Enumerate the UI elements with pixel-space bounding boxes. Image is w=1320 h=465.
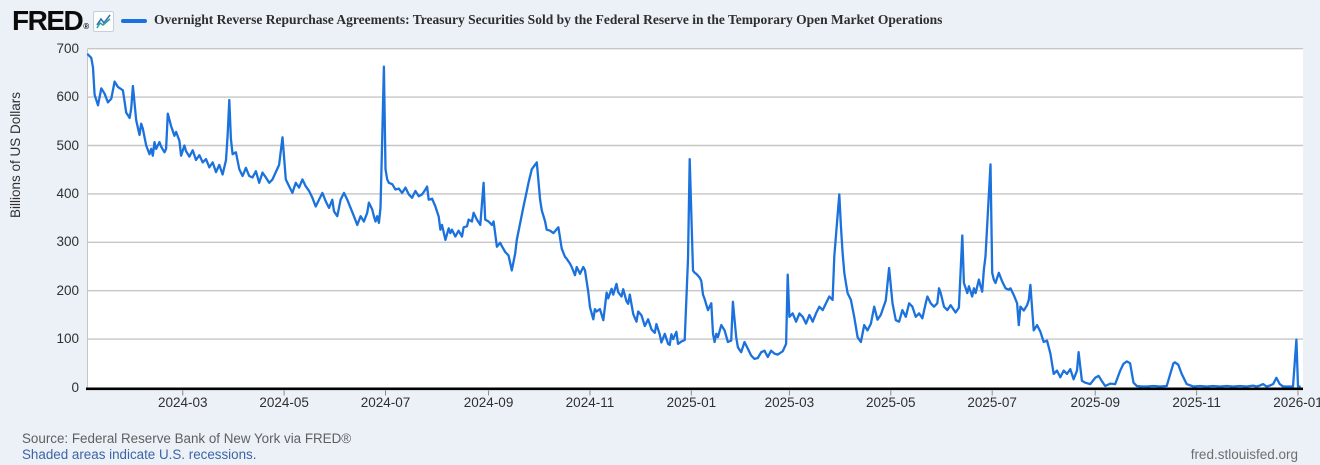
x-tick-label: 2024-05 <box>259 395 309 410</box>
x-tick-label: 2025-03 <box>764 395 815 410</box>
plot-background <box>87 48 1303 388</box>
fred-logo-text: FRED <box>12 5 84 36</box>
x-tick-label: 2024-03 <box>157 395 208 410</box>
x-tick-label: 2025-05 <box>866 395 916 410</box>
series-line <box>86 53 1301 388</box>
x-tick-label: 2025-01 <box>666 395 717 410</box>
y-tick-label: 600 <box>56 89 79 105</box>
x-tick-label: 2024-09 <box>463 395 514 410</box>
site-url: fred.stlouisfed.org <box>1190 447 1298 462</box>
y-tick-label: 100 <box>56 331 79 347</box>
y-tick-label: 300 <box>56 234 79 250</box>
recession-note-link[interactable]: Shaded areas indicate U.S. recessions. <box>22 447 257 462</box>
y-tick-label: 200 <box>56 282 79 298</box>
y-tick-label: 0 <box>71 379 79 395</box>
y-tick-label: 500 <box>56 137 79 153</box>
fred-logo[interactable]: FRED® <box>12 5 89 37</box>
y-tick-label: 700 <box>56 40 79 56</box>
x-tick-label: 2025-07 <box>967 395 1017 410</box>
series-title: Overnight Reverse Repurchase Agreements:… <box>154 12 943 27</box>
x-tick-label: 2024-11 <box>565 395 615 410</box>
legend-line-swatch <box>121 19 147 23</box>
registered-mark: ® <box>83 22 90 31</box>
source-note: Source: Federal Reserve Bank of New York… <box>22 431 352 446</box>
fred-chart-icon <box>93 11 114 32</box>
x-tick-label: 2025-09 <box>1070 395 1120 410</box>
y-axis-title: Billions of US Dollars <box>8 91 23 218</box>
x-tick-label: 2024-07 <box>360 395 411 410</box>
y-tick-label: 400 <box>56 185 79 201</box>
x-tick-label: 2025-11 <box>1172 395 1221 410</box>
x-axis-line <box>86 387 1303 391</box>
x-tick-label: 2026-01 <box>1273 395 1320 410</box>
